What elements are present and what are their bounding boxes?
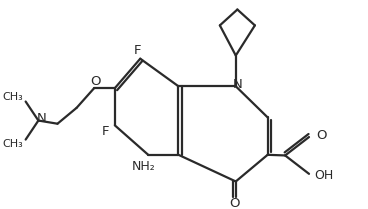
Text: O: O: [316, 129, 327, 142]
Text: F: F: [102, 125, 109, 138]
Text: F: F: [134, 44, 141, 57]
Text: CH₃: CH₃: [2, 92, 23, 102]
Text: NH₂: NH₂: [132, 160, 155, 173]
Text: OH: OH: [314, 169, 333, 182]
Text: CH₃: CH₃: [2, 139, 23, 149]
Text: O: O: [230, 197, 240, 209]
Text: N: N: [36, 112, 46, 125]
Text: O: O: [90, 75, 100, 88]
Text: N: N: [233, 78, 243, 91]
